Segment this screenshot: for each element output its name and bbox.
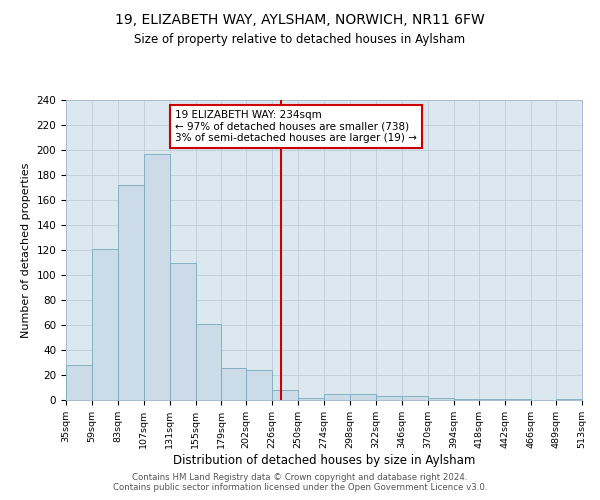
Bar (324, 394, 350, 400)
Bar (454, 399, 479, 400)
Bar (221, 368, 246, 400)
Bar (479, 399, 505, 400)
X-axis label: Distribution of detached houses by size in Aylsham: Distribution of detached houses by size … (173, 454, 475, 466)
Bar (196, 324, 221, 400)
Bar (118, 185, 144, 400)
Bar (92, 248, 118, 400)
Bar (428, 398, 454, 400)
Bar (170, 262, 196, 400)
Bar (298, 398, 324, 400)
Bar (556, 399, 582, 400)
Text: Size of property relative to detached houses in Aylsham: Size of property relative to detached ho… (134, 32, 466, 46)
Bar (246, 370, 272, 400)
Bar (144, 154, 170, 400)
Bar (505, 399, 531, 400)
Text: Contains HM Land Registry data © Crown copyright and database right 2024.
Contai: Contains HM Land Registry data © Crown c… (113, 473, 487, 492)
Bar (66, 365, 92, 400)
Bar (272, 390, 298, 400)
Bar (350, 394, 376, 400)
Bar (402, 396, 428, 400)
Y-axis label: Number of detached properties: Number of detached properties (21, 162, 31, 338)
Text: 19 ELIZABETH WAY: 234sqm
← 97% of detached houses are smaller (738)
3% of semi-d: 19 ELIZABETH WAY: 234sqm ← 97% of detach… (175, 110, 417, 143)
Text: 19, ELIZABETH WAY, AYLSHAM, NORWICH, NR11 6FW: 19, ELIZABETH WAY, AYLSHAM, NORWICH, NR1… (115, 12, 485, 26)
Bar (376, 396, 402, 400)
